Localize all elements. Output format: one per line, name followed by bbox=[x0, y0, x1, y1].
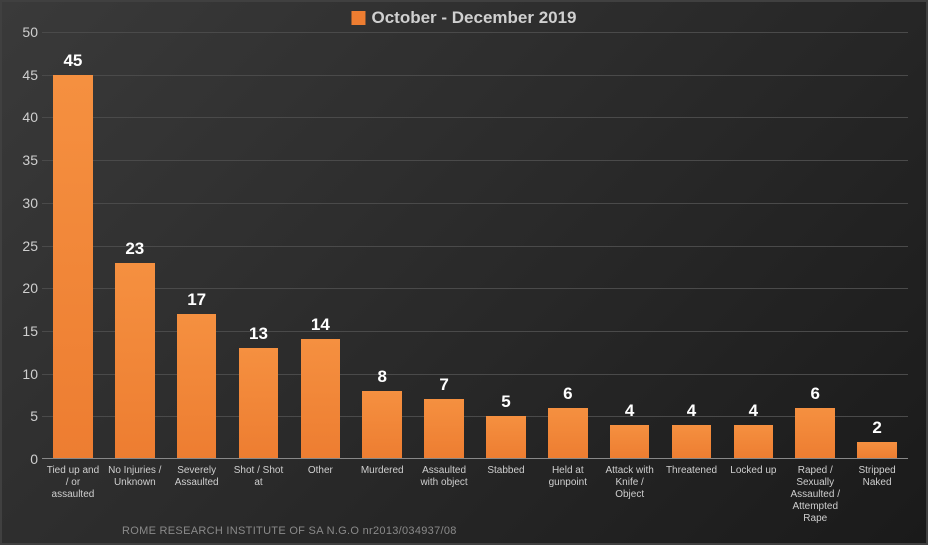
y-tick-label: 25 bbox=[22, 238, 38, 254]
bar-value-label: 7 bbox=[439, 375, 448, 395]
y-tick-label: 30 bbox=[22, 195, 38, 211]
y-tick-label: 20 bbox=[22, 280, 38, 296]
y-tick-label: 45 bbox=[22, 67, 38, 83]
bar-value-label: 13 bbox=[249, 324, 268, 344]
bar-slot: 4 bbox=[599, 32, 661, 459]
bar bbox=[115, 263, 155, 459]
bar-slot: 13 bbox=[228, 32, 290, 459]
bar bbox=[857, 442, 897, 459]
bar-slot: 4 bbox=[661, 32, 723, 459]
bar-slot: 14 bbox=[289, 32, 351, 459]
bar bbox=[53, 75, 93, 459]
bar-value-label: 17 bbox=[187, 290, 206, 310]
bar-value-label: 4 bbox=[749, 401, 758, 421]
bar bbox=[362, 391, 402, 459]
bar-slot: 5 bbox=[475, 32, 537, 459]
bar-value-label: 2 bbox=[872, 418, 881, 438]
bar bbox=[610, 425, 650, 459]
bar-slot: 6 bbox=[537, 32, 599, 459]
x-tick-label: Locked up bbox=[722, 459, 784, 543]
y-tick-label: 40 bbox=[22, 109, 38, 125]
bar-value-label: 4 bbox=[687, 401, 696, 421]
y-tick-label: 10 bbox=[22, 366, 38, 382]
bar-value-label: 14 bbox=[311, 315, 330, 335]
bar-slot: 23 bbox=[104, 32, 166, 459]
x-tick-label: Tied up and / or assaulted bbox=[42, 459, 104, 543]
bar bbox=[795, 408, 835, 459]
x-tick-label: Held at gunpoint bbox=[537, 459, 599, 543]
x-tick-label: Threatened bbox=[661, 459, 723, 543]
y-tick-label: 0 bbox=[30, 451, 38, 467]
x-tick-label: Raped / Sexually Assaulted / Attempted R… bbox=[784, 459, 846, 543]
x-tick-label: Attack with Knife / Object bbox=[599, 459, 661, 543]
chart-container: October - December 2019 0510152025303540… bbox=[0, 0, 928, 545]
bar-slot: 45 bbox=[42, 32, 104, 459]
x-tick-label: Stabbed bbox=[475, 459, 537, 543]
bar bbox=[301, 339, 341, 459]
legend-swatch bbox=[351, 11, 365, 25]
bar-value-label: 5 bbox=[501, 392, 510, 412]
bar-value-label: 6 bbox=[563, 384, 572, 404]
y-axis: 05101520253035404550 bbox=[2, 32, 42, 459]
bar-slot: 17 bbox=[166, 32, 228, 459]
y-tick-label: 15 bbox=[22, 323, 38, 339]
bar-value-label: 23 bbox=[125, 239, 144, 259]
bar-value-label: 4 bbox=[625, 401, 634, 421]
bar bbox=[239, 348, 279, 459]
bar-value-label: 45 bbox=[63, 51, 82, 71]
bar-slot: 8 bbox=[351, 32, 413, 459]
bar bbox=[672, 425, 712, 459]
bar bbox=[734, 425, 774, 459]
plot-area: 45 23 17 13 14 8 7 5 6 4 4 4 6 2 bbox=[42, 32, 908, 459]
chart-legend: October - December 2019 bbox=[351, 8, 576, 28]
bar-value-label: 6 bbox=[811, 384, 820, 404]
footer-attribution: ROME RESEARCH INSTITUTE OF SA N.G.O nr20… bbox=[122, 525, 457, 537]
y-tick-label: 5 bbox=[30, 408, 38, 424]
bars-row: 45 23 17 13 14 8 7 5 6 4 4 4 6 2 bbox=[42, 32, 908, 459]
y-tick-label: 50 bbox=[22, 24, 38, 40]
bar-slot: 4 bbox=[722, 32, 784, 459]
bar-slot: 7 bbox=[413, 32, 475, 459]
bar-slot: 2 bbox=[846, 32, 908, 459]
bar bbox=[424, 399, 464, 459]
y-tick-label: 35 bbox=[22, 152, 38, 168]
legend-label: October - December 2019 bbox=[371, 8, 576, 28]
bar bbox=[177, 314, 217, 459]
bar-slot: 6 bbox=[784, 32, 846, 459]
bar bbox=[548, 408, 588, 459]
bar bbox=[486, 416, 526, 459]
bar-value-label: 8 bbox=[377, 367, 386, 387]
x-tick-label: Stripped Naked bbox=[846, 459, 908, 543]
